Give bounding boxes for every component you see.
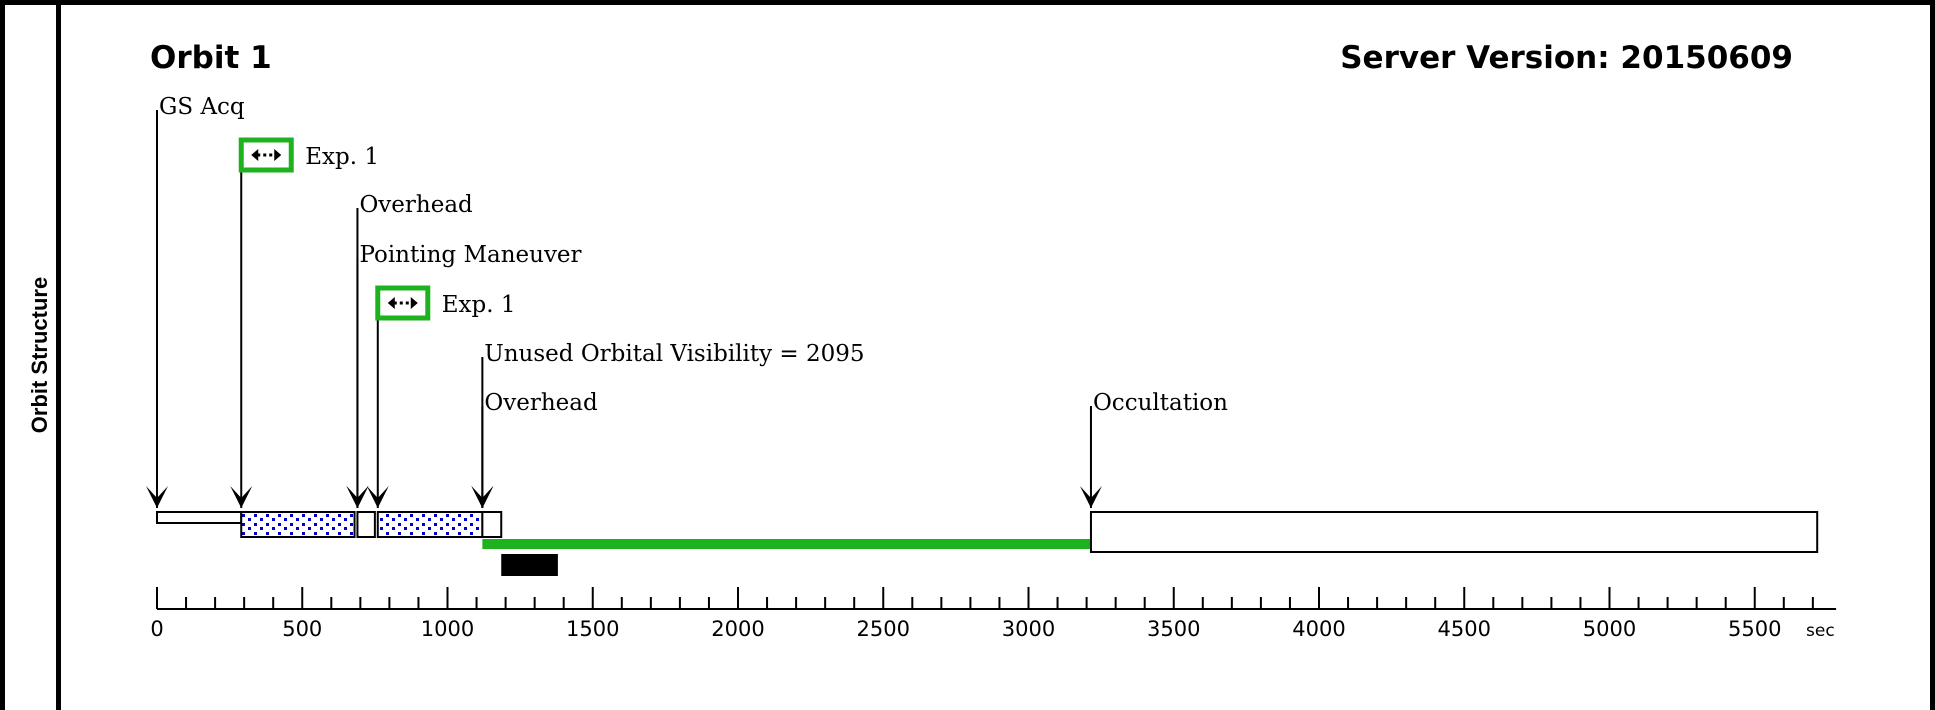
down-arrow-icon (230, 486, 253, 508)
tick-label: 4000 (1292, 617, 1345, 641)
annotation-label: Overhead (359, 192, 473, 218)
segment-overhead-maneuver (356, 511, 376, 538)
annotation: Pointing Maneuver (346, 242, 582, 508)
tick-label: 3500 (1147, 617, 1200, 641)
annotation: Unused Orbital Visibility = 2095 (471, 341, 865, 508)
tick-label: 5500 (1728, 617, 1781, 641)
annotation-label: Exp. 1 (442, 292, 516, 318)
annotation: Overhead (346, 192, 473, 508)
down-arrow-icon (1079, 486, 1102, 508)
annotation: Exp. 1 (366, 285, 516, 508)
annotation-label: Unused Orbital Visibility = 2095 (484, 341, 864, 367)
annotation: GS Acq (146, 94, 245, 508)
segment-overhead (481, 511, 503, 538)
down-arrow-icon (366, 486, 389, 508)
down-arrow-icon (146, 486, 168, 508)
annotation-label: Occultation (1093, 390, 1228, 416)
annotation-label: Exp. 1 (305, 144, 379, 170)
annotation: Exp. 1 (230, 137, 379, 508)
segment-exposure-1a (240, 511, 356, 538)
annotation: Overhead (471, 390, 598, 508)
annotation-label: Pointing Maneuver (359, 242, 581, 268)
tick-label: 2500 (857, 617, 910, 641)
annotation-label: Overhead (484, 390, 598, 416)
orbit-title: Orbit 1 (150, 40, 272, 76)
annotation-label: GS Acq (159, 94, 245, 120)
segment-black-marker (501, 554, 558, 576)
tick-label: 3000 (1002, 617, 1055, 641)
tick-label: 0 (150, 617, 163, 641)
segment-exposure-1b (376, 511, 484, 538)
annotation: Occultation (1079, 390, 1228, 508)
server-version: Server Version: 20150609 (1340, 40, 1793, 76)
segment-unused-visibility (482, 539, 1091, 549)
tick-label: 500 (282, 617, 322, 641)
tick-label: 2000 (711, 617, 764, 641)
down-arrow-icon (471, 486, 494, 508)
tick-label: 1000 (421, 617, 474, 641)
tick-label: 5000 (1583, 617, 1636, 641)
segment-occultation (1089, 511, 1819, 553)
side-divider (56, 0, 61, 710)
expand-arrows-icon[interactable] (238, 137, 294, 173)
expand-arrows-icon[interactable] (375, 285, 431, 321)
axis-unit-label: sec (1806, 621, 1835, 641)
tick-label: 4500 (1438, 617, 1491, 641)
segment-gs-acq (156, 511, 243, 524)
down-arrow-icon (346, 486, 369, 508)
tick-label: 1500 (566, 617, 619, 641)
